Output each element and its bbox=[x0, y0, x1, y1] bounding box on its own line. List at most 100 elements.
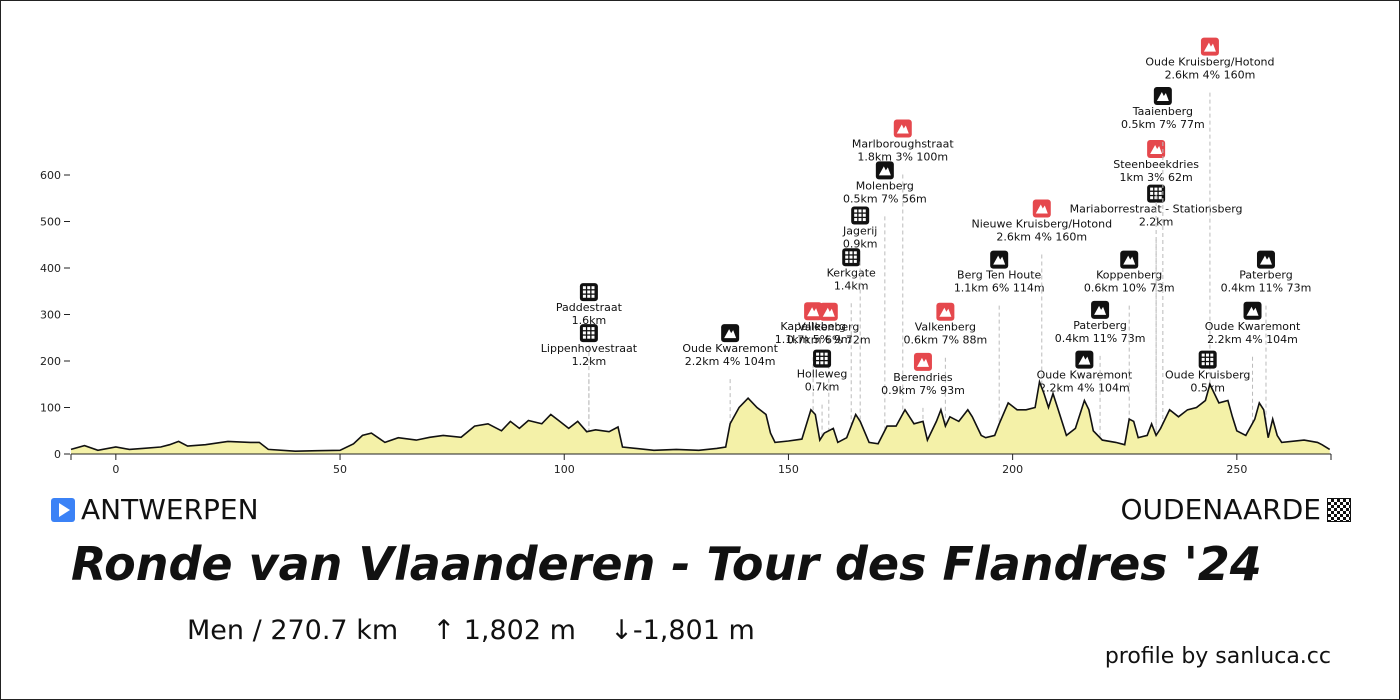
elevation-profile-area bbox=[71, 381, 1330, 454]
climb-info: 0.5km 7% 56m bbox=[843, 192, 927, 205]
y-tick-label: 100 bbox=[40, 402, 61, 415]
climb-info: 0.4km 11% 73m bbox=[1055, 332, 1146, 345]
x-tick-label: 150 bbox=[778, 463, 799, 476]
climb-info: 2.6km 4% 160m bbox=[1165, 69, 1256, 82]
cobbles-icon bbox=[842, 248, 861, 267]
y-tick-label: 600 bbox=[40, 169, 61, 182]
climb-name: Oude Kwaremont bbox=[1037, 369, 1133, 382]
climb-name: Kerkgate bbox=[827, 266, 876, 279]
climb-info: 1.6km bbox=[572, 314, 607, 327]
climb-icon bbox=[1200, 37, 1219, 56]
climb-info: 1.8km 3% 100m bbox=[857, 150, 948, 163]
climb-name: Paterberg bbox=[1073, 319, 1127, 332]
climb-icon bbox=[1032, 199, 1051, 218]
climb-icon bbox=[1147, 139, 1166, 158]
climb-info: 0.5km bbox=[1190, 382, 1225, 395]
race-title: Ronde van Vlaanderen - Tour des Flandres… bbox=[71, 537, 1262, 591]
climb-name: Oude Kruisberg bbox=[1165, 369, 1250, 382]
x-tick-label: 250 bbox=[1226, 463, 1247, 476]
climb-icon bbox=[990, 250, 1009, 269]
climb-icon bbox=[875, 161, 894, 180]
climb-info: 2.2km 4% 104m bbox=[1039, 382, 1130, 395]
climb-info: 0.6km 7% 88m bbox=[904, 334, 988, 347]
climb-name: Molenberg bbox=[856, 179, 914, 192]
start-location: ANTWERPEN bbox=[51, 493, 259, 526]
finish-label: OUDENAARDE bbox=[1120, 493, 1321, 526]
x-tick-label: 100 bbox=[554, 463, 575, 476]
y-tick-label: 400 bbox=[40, 262, 61, 275]
climb-icon bbox=[893, 119, 912, 138]
climb-icon bbox=[1153, 86, 1172, 105]
climb-info: 2.2km 4% 104m bbox=[1207, 333, 1298, 346]
climb-info: 0.5km 7% 77m bbox=[1121, 118, 1205, 131]
climb-name: Taaienberg bbox=[1132, 105, 1193, 118]
climb-info: 2.6km 4% 160m bbox=[996, 230, 1087, 243]
axes: 0 50 100 150 200 250 0 100 200 300 400 500 600 bbox=[40, 169, 1332, 476]
play-icon bbox=[51, 497, 75, 522]
climb-name: Oude Kruisberg/Hotond bbox=[1145, 56, 1274, 69]
climb-icon bbox=[819, 302, 838, 321]
climb-info: 0.7km bbox=[805, 381, 840, 394]
checkered-flag-icon bbox=[1327, 497, 1351, 522]
cobbles-icon bbox=[1198, 350, 1217, 369]
race-distance: 270.7 km bbox=[270, 615, 399, 646]
climb-name: Marlboroughstraat bbox=[852, 137, 955, 150]
climb-name: Holleweg bbox=[797, 368, 848, 381]
climb-info: 0.9km bbox=[843, 237, 878, 250]
climb-info: 1.2km bbox=[572, 355, 607, 368]
climb-name: Koppenberg bbox=[1096, 269, 1162, 282]
x-tick-label: 200 bbox=[1002, 463, 1023, 476]
climb-info: 1.4km bbox=[834, 279, 869, 292]
climb-icon bbox=[1091, 300, 1110, 319]
climb-icon bbox=[721, 324, 740, 343]
race-category: Men bbox=[187, 615, 245, 646]
climb-info: 1.1km 5% 9m bbox=[775, 333, 852, 346]
climb-info: 1.1km 6% 114m bbox=[954, 282, 1045, 295]
cobbles-icon bbox=[579, 324, 598, 343]
climb-info: 0.4km 11% 73m bbox=[1221, 282, 1312, 295]
climb-info: 1km 3% 62m bbox=[1119, 171, 1192, 184]
y-tick-label: 300 bbox=[40, 309, 61, 322]
climb-name: Jagerij bbox=[842, 224, 877, 237]
climb-icon bbox=[1075, 350, 1094, 369]
x-tick-label: 0 bbox=[112, 463, 119, 476]
elevation-profile-line bbox=[70, 378, 1331, 453]
climb-name: Valkenberg bbox=[915, 321, 976, 334]
race-ascent: ↑ 1,802 m bbox=[432, 615, 576, 646]
climb-icon bbox=[1256, 250, 1275, 269]
y-tick-label: 500 bbox=[40, 216, 61, 229]
y-tick-label: 0 bbox=[54, 448, 61, 461]
climb-info: 2.2km bbox=[1139, 216, 1174, 229]
climb-name: Kapelleberg bbox=[780, 320, 845, 333]
climb-name: Paddestraat bbox=[556, 301, 623, 314]
climb-info: 0.9km 7% 93m bbox=[881, 384, 965, 397]
climb-name: Oude Kwaremont bbox=[682, 342, 778, 355]
race-stats: Men / 270.7 km ↑ 1,802 m ↓-1,801 m bbox=[187, 615, 755, 646]
cobbles-icon bbox=[579, 283, 598, 302]
race-descent: ↓-1,801 m bbox=[610, 615, 755, 646]
cobbles-icon bbox=[813, 349, 832, 368]
start-label: ANTWERPEN bbox=[81, 493, 259, 526]
credit: profile by sanluca.cc bbox=[1104, 644, 1331, 669]
climb-info: 2.2km 4% 104m bbox=[685, 355, 776, 368]
climb-icon bbox=[1120, 250, 1139, 269]
climb-name: Valkenberg bbox=[798, 321, 859, 334]
climb-name: Steenbeekdries bbox=[1113, 158, 1199, 171]
